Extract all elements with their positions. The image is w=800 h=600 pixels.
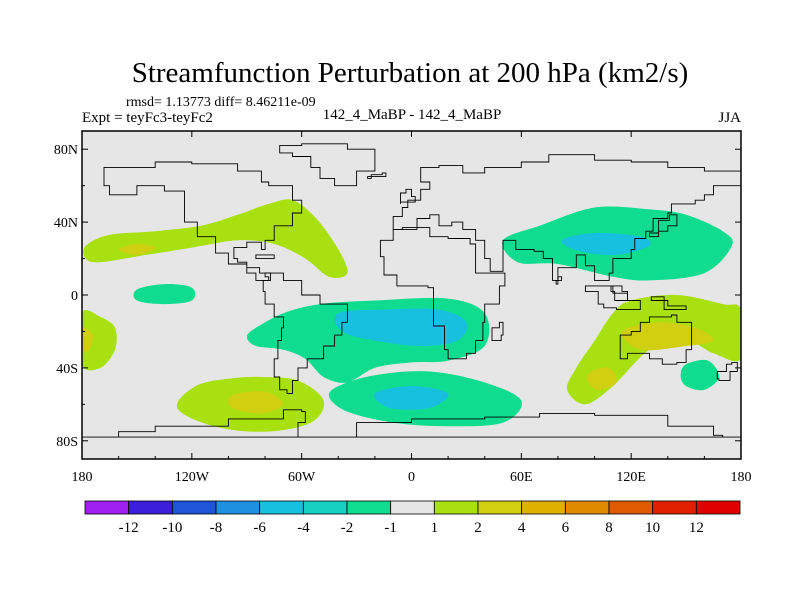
japan-coast <box>649 214 678 238</box>
colorbar-label: -12 <box>119 520 139 536</box>
new-guinea-coast <box>650 296 687 311</box>
coastline-layer <box>82 143 741 438</box>
map-plot-area <box>81 130 742 460</box>
x-axis: 180 120W 60W 0 60E 120E 180 <box>72 131 752 485</box>
africa-coast <box>379 227 506 360</box>
colorbar-label: -4 <box>297 520 310 536</box>
south-america-coast <box>262 272 348 394</box>
colorbar-label: 8 <box>605 520 613 536</box>
y-tick-label: 80S <box>56 435 78 450</box>
colorbar-swatch <box>521 500 566 515</box>
north-america-coast <box>103 161 303 281</box>
contour-s-pacific-positive-east-core <box>228 391 284 414</box>
season-label: JJA <box>718 110 741 126</box>
borneo-coast <box>610 285 628 301</box>
contour-s-indian-negative-core <box>374 386 449 410</box>
colorbar-swatch <box>564 500 610 515</box>
y-tick-label: 0 <box>71 289 78 304</box>
colorbar-label: 1 <box>431 520 439 536</box>
colorbar-label: 2 <box>474 520 482 536</box>
contour-indian-positive-core-south <box>586 367 617 390</box>
colorbar-swatch <box>128 500 173 515</box>
contour-s-pacific-positive-west <box>82 310 117 371</box>
x-tick-label: 180 <box>731 470 752 485</box>
colorbar-swatch <box>477 500 523 515</box>
colorbar-swatch <box>171 500 217 515</box>
x-tick-label: 180 <box>72 470 93 485</box>
colorbar-swatch <box>433 500 479 515</box>
colorbar-label: -1 <box>384 520 397 536</box>
colorbar-label: -8 <box>210 520 223 536</box>
colorbar-swatch <box>84 500 130 515</box>
y-tick-label: 40S <box>56 362 78 377</box>
y-tick-label: 40N <box>54 216 78 231</box>
colorbar-swatch <box>608 500 654 515</box>
australia-coast <box>619 314 693 365</box>
colorbar: -12 -10 -8 -6 -4 -2 -1 1 2 4 6 8 10 12 <box>84 500 741 536</box>
contour-tropical-pacific-negative <box>133 284 196 305</box>
colorbar-swatch <box>259 500 304 515</box>
case-label: 142_4_MaBP - 142_4_MaBP <box>323 107 502 123</box>
chart-title: Streamfunction Perturbation at 200 hPa (… <box>132 57 689 89</box>
contour-s-hemisphere-wave-train-core <box>334 308 468 346</box>
colorbar-swatch <box>390 500 435 515</box>
colorbar-swatch <box>695 500 741 515</box>
contour-n-pacific-positive-core <box>118 243 156 255</box>
experiment-label: Expt = teyFc3-teyFc2 <box>82 110 213 126</box>
colorbar-label: -10 <box>162 520 182 536</box>
x-tick-label: 60W <box>288 470 316 485</box>
x-tick-label: 120W <box>175 470 210 485</box>
colorbar-label: -2 <box>341 520 354 536</box>
x-tick-label: 60E <box>510 470 533 485</box>
greenland-coast <box>279 143 376 187</box>
colorbar-label: 10 <box>645 520 660 536</box>
x-tick-label: 120E <box>616 470 646 485</box>
colorbar-swatch <box>302 500 348 515</box>
stats-label: rmsd= 1.13773 diff= 8.46211e-09 <box>126 95 316 110</box>
contour-asia-pacific-negative-core <box>561 232 652 256</box>
colorbar-swatch <box>652 500 697 515</box>
eurasia-coast <box>392 154 741 281</box>
antarctica-coast <box>82 409 741 438</box>
colorbar-label: -6 <box>253 520 266 536</box>
colorbar-label: 6 <box>562 520 570 536</box>
colorbar-label: 12 <box>689 520 704 536</box>
sri-lanka-coast <box>555 276 563 285</box>
cuba-coast <box>255 254 275 260</box>
colorbar-swatch <box>346 500 392 515</box>
colorbar-swatch <box>215 500 261 515</box>
uk-coast <box>400 188 416 204</box>
contour-s-indian-positive-core <box>621 322 714 351</box>
new-zealand-coast <box>716 361 738 382</box>
contour-s-pacific-positive-west-core <box>82 327 94 352</box>
colorbar-label: 4 <box>518 520 526 536</box>
indonesia-coast <box>584 285 641 311</box>
y-axis: 80N 40N 0 40S 80S <box>54 143 741 450</box>
x-tick-label: 0 <box>408 470 415 485</box>
y-tick-label: 80N <box>54 143 78 158</box>
madagascar-coast <box>491 321 504 342</box>
iceland-coast <box>367 172 387 179</box>
contour-s-pacific-east-negative <box>680 359 720 391</box>
